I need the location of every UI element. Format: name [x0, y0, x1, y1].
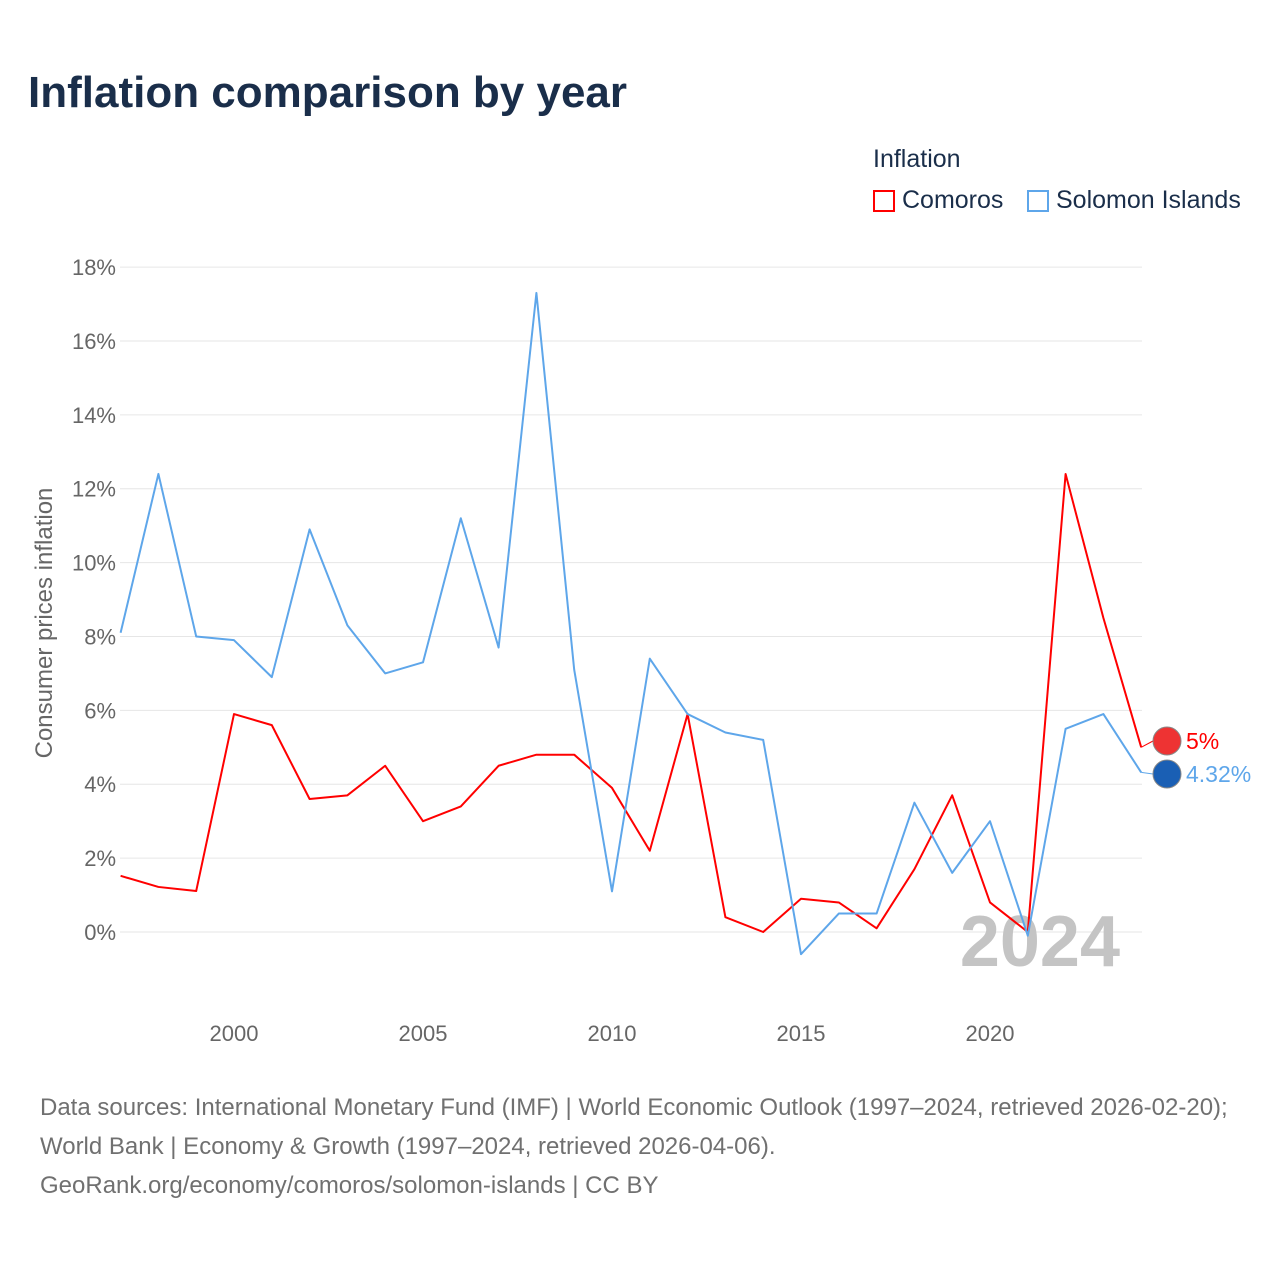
footer: Data sources: International Monetary Fun…	[40, 1088, 1250, 1205]
y-tick-label: 0%	[84, 920, 116, 945]
x-tick-label: 2015	[777, 1021, 826, 1046]
legend-label: Comoros	[902, 186, 1004, 214]
series-line-comoros	[120, 472, 1143, 933]
end-connector	[1140, 740, 1154, 748]
x-tick-label: 2000	[210, 1021, 259, 1046]
y-tick-label: 16%	[72, 329, 116, 354]
x-tick-label: 2020	[966, 1021, 1015, 1046]
legend-title: Inflation	[873, 145, 961, 173]
end-value-label: 4.32%	[1186, 761, 1251, 787]
end-connector	[1141, 771, 1154, 775]
y-axis-label: Consumer prices inflation	[31, 488, 58, 759]
y-tick-label: 14%	[72, 403, 116, 428]
y-tick-label: 12%	[72, 477, 116, 502]
y-tick-label: 18%	[72, 255, 116, 280]
legend-item-comoros[interactable]: Comoros	[873, 186, 1003, 215]
legend-swatch-comoros	[873, 189, 895, 212]
x-tick-label: 2005	[399, 1021, 448, 1046]
year-watermark: 2024	[960, 902, 1120, 982]
flag-solomon-islands-icon	[1152, 759, 1182, 789]
flag-comoros-icon	[1152, 726, 1182, 756]
data-sources: Data sources: International Monetary Fun…	[40, 1094, 1228, 1160]
legend-label: Solomon Islands	[1056, 186, 1241, 214]
legend-item-solomon-islands[interactable]: Solomon Islands	[1027, 186, 1241, 215]
plot-area: 0% 2% 4% 6% 8% 10% 12% 14% 16% 18% 2000 2005 2010 201…	[31, 255, 1251, 1046]
y-tick-label: 2%	[84, 846, 116, 871]
legend-swatch-solomon-islands	[1027, 189, 1049, 212]
y-tick-label: 4%	[84, 772, 116, 797]
source-link[interactable]: GeoRank.org/economy/comoros/solomon-isla…	[40, 1172, 659, 1199]
y-tick-label: 6%	[84, 698, 116, 723]
y-tick-label: 10%	[72, 551, 116, 576]
y-tick-label: 8%	[84, 624, 116, 649]
series-line-solomon-islands	[119, 291, 1143, 956]
x-tick-label: 2010	[588, 1021, 637, 1046]
end-value-label: 5%	[1186, 728, 1219, 754]
chart-title: Inflation comparison by year	[28, 68, 628, 117]
